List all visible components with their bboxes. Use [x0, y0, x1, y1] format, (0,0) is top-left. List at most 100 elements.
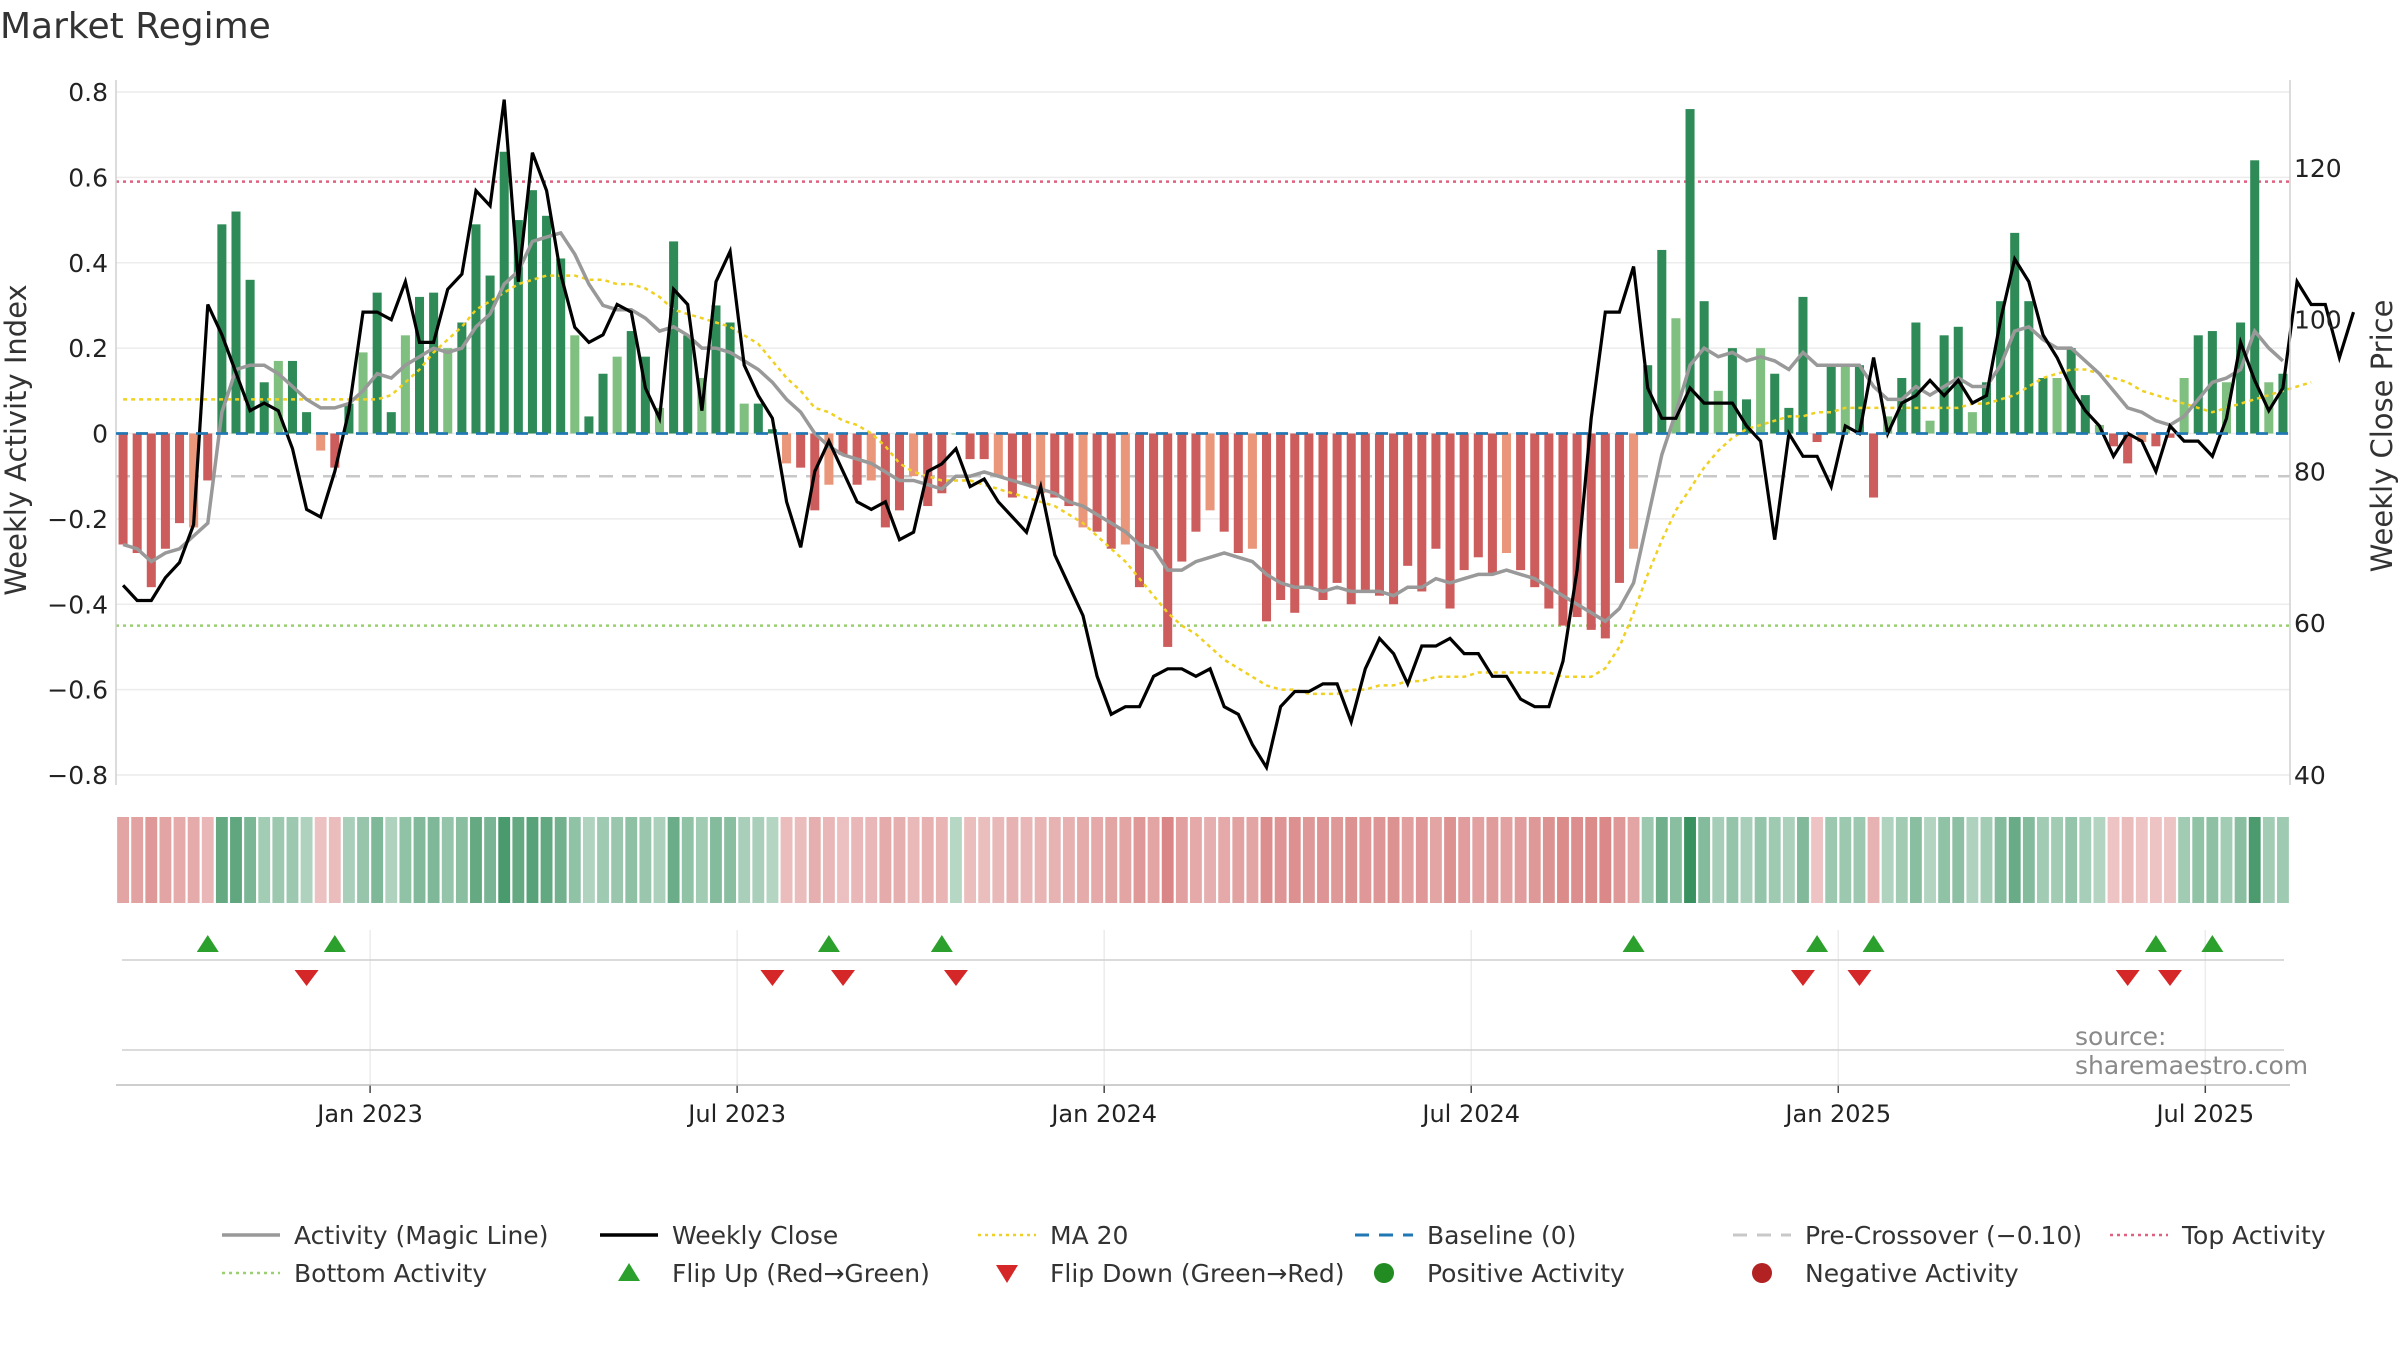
regime-cell — [1458, 817, 1471, 903]
activity-bar — [1346, 433, 1356, 605]
regime-cell — [1062, 817, 1075, 903]
regime-cell — [371, 817, 384, 903]
regime-cell — [978, 817, 991, 903]
activity-bar — [1614, 433, 1624, 583]
activity-bar — [1205, 433, 1215, 511]
legend-label: Weekly Close — [672, 1221, 838, 1250]
activity-bar — [2137, 433, 2147, 443]
regime-cell — [1768, 817, 1781, 903]
activity-bar — [414, 296, 425, 434]
activity-bar — [1756, 348, 1766, 434]
regime-cell — [258, 817, 271, 903]
regime-cell — [1698, 817, 1711, 903]
activity-bar — [669, 241, 679, 434]
legend-label: Activity (Magic Line) — [294, 1221, 548, 1250]
activity-bar — [542, 215, 552, 434]
regime-cell — [215, 817, 228, 903]
regime-cell — [2234, 817, 2247, 903]
regime-cell — [1966, 817, 1979, 903]
activity-bar — [951, 433, 961, 435]
regime-cell — [2093, 817, 2106, 903]
regime-cell — [1938, 817, 1951, 903]
activity-bar — [316, 433, 326, 451]
flip-down-marker — [294, 970, 319, 986]
flip-down-marker — [2158, 970, 2183, 986]
regime-cell — [1881, 817, 1894, 903]
regime-cell — [272, 817, 285, 903]
regime-cell — [300, 817, 313, 903]
activity-bar — [1431, 433, 1441, 549]
left-tick-label: 0.6 — [68, 163, 108, 192]
activity-bar — [1304, 433, 1314, 588]
regime-cell — [907, 817, 920, 903]
regime-cell — [1571, 817, 1584, 903]
regime-cell — [1627, 817, 1640, 903]
activity-bar — [386, 412, 396, 434]
activity-bar — [1981, 382, 1992, 434]
activity-bar — [1262, 433, 1272, 622]
activity-bar — [527, 190, 537, 434]
regime-cell — [639, 817, 652, 903]
left-axis-title: Weekly Activity Index — [0, 284, 33, 595]
regime-cell — [1274, 817, 1287, 903]
regime-cell — [1034, 817, 1047, 903]
activity-bar — [1417, 433, 1427, 592]
regime-cell — [893, 817, 906, 903]
x-tick-label: Jan 2024 — [1049, 1100, 1157, 1128]
regime-cell — [1782, 817, 1795, 903]
legend-label: Positive Activity — [1427, 1259, 1625, 1288]
activity-bar — [287, 360, 297, 434]
activity-bar — [1177, 433, 1187, 562]
regime-cell — [1401, 817, 1414, 903]
activity-bar — [1544, 433, 1554, 609]
activity-bar — [1022, 433, 1032, 485]
regime-cell — [187, 817, 200, 903]
activity-bar — [231, 211, 241, 434]
flip-up-marker — [2144, 935, 2167, 952]
activity-bar — [683, 335, 693, 434]
activity-bar — [1078, 433, 1088, 528]
legend-label: Baseline (0) — [1427, 1221, 1576, 1250]
activity-bar — [245, 279, 255, 434]
activity-bar — [1798, 296, 1808, 434]
regime-cell — [2079, 817, 2092, 903]
x-tick-label: Jul 2024 — [1420, 1100, 1520, 1128]
activity-bar — [1332, 433, 1342, 583]
regime-cell — [1020, 817, 1033, 903]
activity-bar — [1854, 365, 1864, 434]
flip-up-marker — [1622, 935, 1645, 952]
grid-layer — [116, 91, 2290, 1085]
activity-bar — [2179, 378, 2189, 434]
regime-cell — [2107, 817, 2120, 903]
regime-cell — [1077, 817, 1089, 903]
activity-bar — [160, 433, 170, 549]
flip-up-marker — [817, 935, 840, 952]
regime-cell — [1528, 817, 1541, 903]
regime-cell — [1839, 817, 1852, 903]
regime-cell — [1655, 817, 1668, 903]
regime-cell — [865, 817, 878, 903]
regime-cell — [540, 817, 553, 903]
regime-cell — [1740, 817, 1753, 903]
activity-bar — [796, 433, 806, 468]
legend-label: Flip Down (Green→Red) — [1050, 1259, 1345, 1288]
regime-cell — [1980, 817, 1993, 903]
activity-bar — [485, 275, 495, 434]
legend-label: MA 20 — [1050, 1221, 1128, 1250]
regime-cell — [427, 817, 440, 903]
regime-cell — [851, 817, 864, 903]
legend-item: MA 20 — [978, 1221, 1128, 1250]
activity-bar — [2278, 373, 2288, 434]
activity-bar — [584, 416, 594, 434]
regime-cell — [1613, 817, 1626, 903]
page-title: Market Regime — [0, 6, 271, 47]
regime-cell — [1246, 817, 1259, 903]
activity-bar — [626, 331, 636, 434]
activity-bar — [2236, 322, 2246, 434]
activity-bar — [1473, 433, 1483, 558]
legend-label: Negative Activity — [1805, 1259, 2019, 1288]
activity-bar — [2123, 433, 2133, 464]
regime-cell — [1260, 817, 1273, 903]
flip-up-marker — [1862, 935, 1885, 952]
